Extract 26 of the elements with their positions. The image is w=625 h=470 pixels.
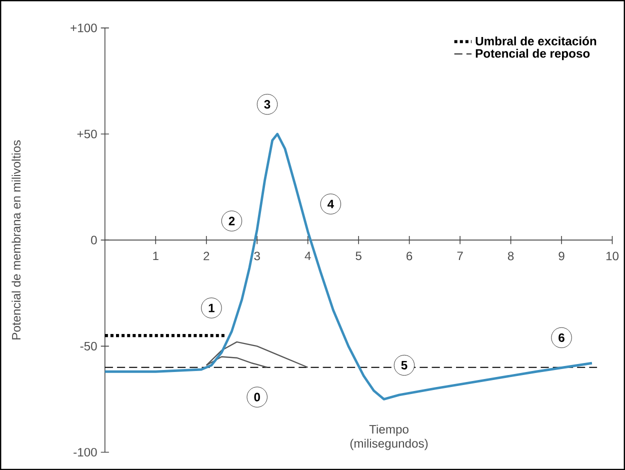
- y-tick-label: 0: [91, 236, 97, 244]
- x-tick-label: 7: [457, 252, 463, 260]
- x-tick-label: 4: [304, 252, 311, 260]
- annotation: 1: [208, 304, 214, 312]
- x-tick-label: 10: [606, 252, 619, 260]
- annotation: 5: [401, 361, 408, 370]
- x-tick-label: 6: [406, 252, 412, 260]
- annotation: 3: [264, 100, 270, 109]
- x-axis-title: Tiempo (milisegundos): [350, 424, 428, 450]
- x-tick-label: 1: [153, 252, 158, 260]
- y-tick-label: +50: [77, 130, 97, 138]
- annotation: 2: [228, 216, 235, 226]
- annotation: 0: [254, 392, 260, 402]
- y-tick-label: -50: [80, 342, 97, 350]
- legend-label: Umbral de excitación: [476, 36, 596, 46]
- annotation: 4: [328, 200, 334, 208]
- legend-label: Potencial de reposo: [476, 48, 590, 60]
- y-axis-title: Potencial de membrana en milivoltios: [12, 140, 21, 340]
- y-tick-label: -100: [74, 448, 97, 456]
- x-tick-label: 3: [254, 252, 260, 260]
- x-tick-label: 8: [508, 252, 514, 260]
- x-tick-label: 5: [356, 252, 362, 260]
- y-tick-label: +100: [70, 24, 97, 32]
- x-tick-label: 2: [204, 252, 210, 260]
- annotation: 6: [558, 333, 564, 342]
- x-tick-label: 9: [558, 252, 564, 260]
